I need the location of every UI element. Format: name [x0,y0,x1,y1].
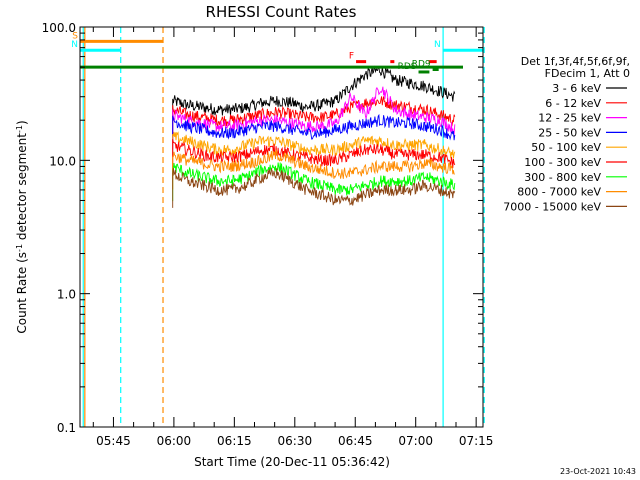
legend-entry-5: 100 - 300 keV [524,156,601,169]
legend-entry-7: 800 - 7000 keV [517,186,601,199]
x-tick-label-0: 05:45 [96,434,131,448]
legend-header-line-1: FDecim 1, Att 0 [545,67,630,80]
annotation-label-3: F [349,52,354,62]
y-axis-label: Count Rate (s-1 detector segment-1) [15,120,29,333]
axis-ticks: 100.0 10.0 1.0 0.1 05:45 06:00 06:15 06:30 06:45… [42,21,494,448]
x-tick-label-5: 07:00 [398,434,433,448]
x-tick-label-2: 06:15 [217,434,252,448]
annotation-label-7: RD9 [412,60,431,70]
legend-entry-3: 25 - 50 keV [538,126,601,139]
series-line-2 [172,86,456,150]
x-tick-label-3: 06:30 [278,434,313,448]
legend-entry-0: 3 - 6 keV [552,82,601,95]
legend-entry-4: 50 - 100 keV [531,141,601,154]
series-line-6 [172,162,456,202]
timestamp-stamp: 23-Oct-2021 10:43 [560,467,636,476]
x-tick-label-4: 06:45 [338,434,373,448]
series-line-8 [172,167,456,208]
axes [79,26,484,428]
legend-header-line-0: Det 1f,3f,4f,5f,6f,9f, [521,55,630,68]
y-tick-label-3: 0.1 [57,421,76,435]
x-tick-label-1: 06:00 [157,434,192,448]
series-line-3 [172,113,456,155]
legend-entry-2: 12 - 25 keV [538,112,601,125]
annotation-label-0: S [72,31,78,41]
annotation-label-1: N [71,40,78,50]
plot-frame [79,26,484,428]
series-line-5 [172,139,456,180]
series-line-7 [172,149,455,190]
legend-entry-1: 6 - 12 keV [545,97,601,110]
y-tick-label-1: 10.0 [49,154,76,168]
chart-title: RHESSI Count Rates [206,3,357,21]
annotation-label-2: N [434,40,441,50]
series-line-0 [172,65,456,136]
legend: Det 1f,3f,4f,5f,6f,9f,FDecim 1, Att 0 3 -… [503,55,630,213]
y-tick-label-2: 1.0 [57,288,76,302]
legend-entry-8: 7000 - 15000 keV [503,200,601,213]
y-tick-label-0: 100.0 [42,21,76,35]
x-axis-label: Start Time (20-Dec-11 05:36:42) [194,455,390,469]
series-line-1 [172,96,456,145]
series-line-4 [172,131,456,172]
x-tick-label-6: 07:15 [459,434,494,448]
legend-entry-6: 300 - 800 keV [524,171,601,184]
annotation-label-6: RDS [398,62,417,72]
